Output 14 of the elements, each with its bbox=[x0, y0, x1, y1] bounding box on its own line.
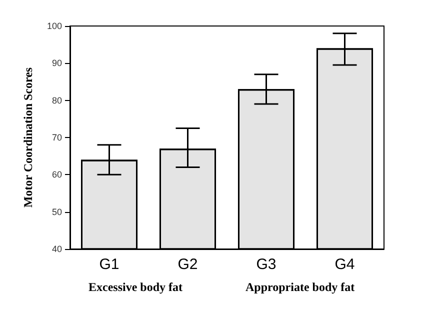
text: Excessive body fat bbox=[88, 280, 182, 294]
text: Appropriate body fat bbox=[246, 280, 355, 294]
y-tick-label: 100 bbox=[46, 21, 62, 31]
x-tick-label: G4 bbox=[334, 256, 355, 273]
y-tick-label: 70 bbox=[52, 132, 62, 142]
x-tick-label: G3 bbox=[256, 256, 276, 273]
x-tick-label: G2 bbox=[178, 256, 198, 273]
y-axis-title: Motor Coordination Scores bbox=[21, 67, 35, 208]
x-tick-label: G1 bbox=[99, 256, 120, 273]
y-tick-label: 80 bbox=[52, 95, 62, 106]
y-tick-label: 60 bbox=[52, 170, 62, 180]
y-tick-label: 40 bbox=[52, 244, 62, 254]
y-tick-label: 50 bbox=[52, 206, 62, 217]
y-tick-label: 90 bbox=[52, 58, 62, 68]
